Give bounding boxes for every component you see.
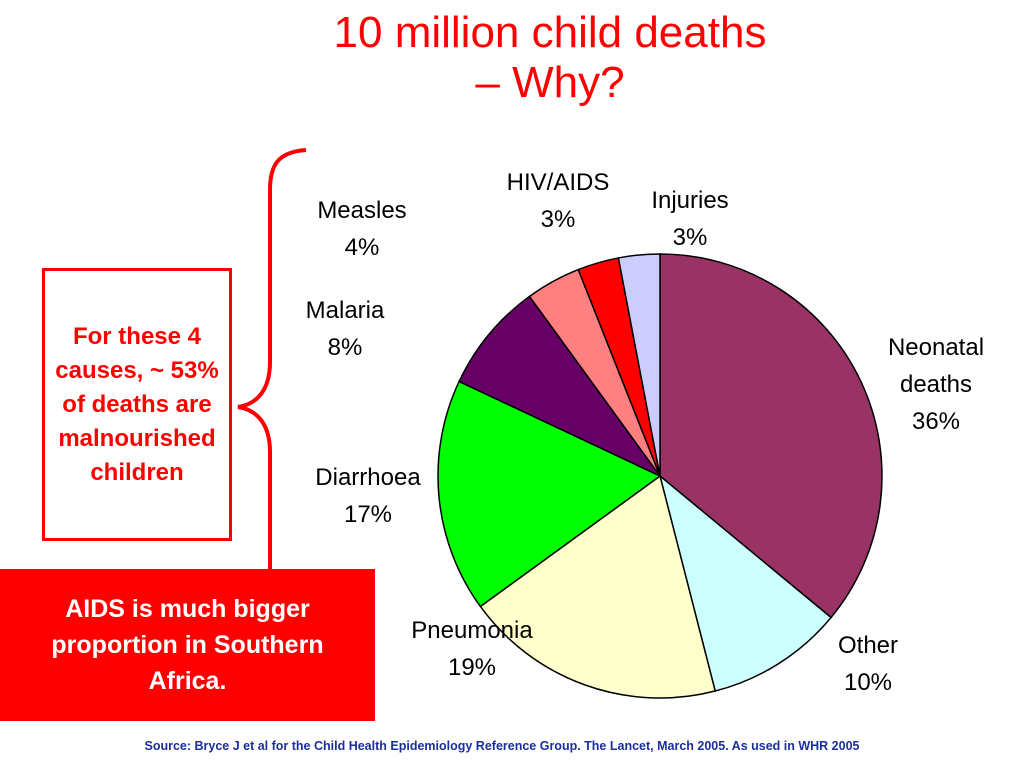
slice-label-neonatal-deaths-1: Neonatal [888,334,984,361]
slice-label-hiv-aids: HIV/AIDS [507,169,610,196]
value-label-pneumonia: 19% [448,654,496,681]
slice-label-measles: Measles [317,197,406,224]
value-label-hiv-aids: 3% [541,206,576,233]
slice-label-neonatal-deaths-2: deaths [900,371,972,398]
value-label-malaria: 8% [328,334,363,361]
pie-slice-diarrhoea [437,380,662,608]
title-line-2: – Why? [475,58,625,107]
slice-label-injuries: Injuries [651,187,728,214]
slice-label-diarrhoea: Diarrhoea [315,464,421,491]
pie-slice-malaria [458,295,661,477]
value-label-injuries: 3% [673,224,708,251]
title-line-1: 10 million child deaths [333,8,767,57]
source-citation: Source: Bryce J et al for the Child Heal… [144,739,860,753]
value-label-measles: 4% [345,234,380,261]
value-label-other: 10% [844,669,892,696]
pie-slice-injuries [617,253,661,477]
callout-text: For these 4 causes, ~ 53% of deaths are … [55,322,219,486]
value-label-diarrhoea: 17% [344,501,392,528]
slice-label-pneumonia: Pneumonia [411,617,533,644]
value-label-neonatal-deaths: 36% [912,408,960,435]
aids-banner: AIDS is much bigger proportion in Southe… [0,569,375,721]
pie-slice-other [658,473,833,692]
slice-label-malaria: Malaria [306,297,385,324]
banner-text: AIDS is much bigger proportion in Southe… [51,595,324,695]
slice-label-other: Other [838,632,898,659]
page-title: 10 million child deaths – Why? [270,8,830,108]
pie-slice-pneumonia [479,474,717,699]
malnutrition-callout: For these 4 causes, ~ 53% of deaths are … [42,268,232,541]
pie-slice-neonatal-deaths [659,253,883,619]
